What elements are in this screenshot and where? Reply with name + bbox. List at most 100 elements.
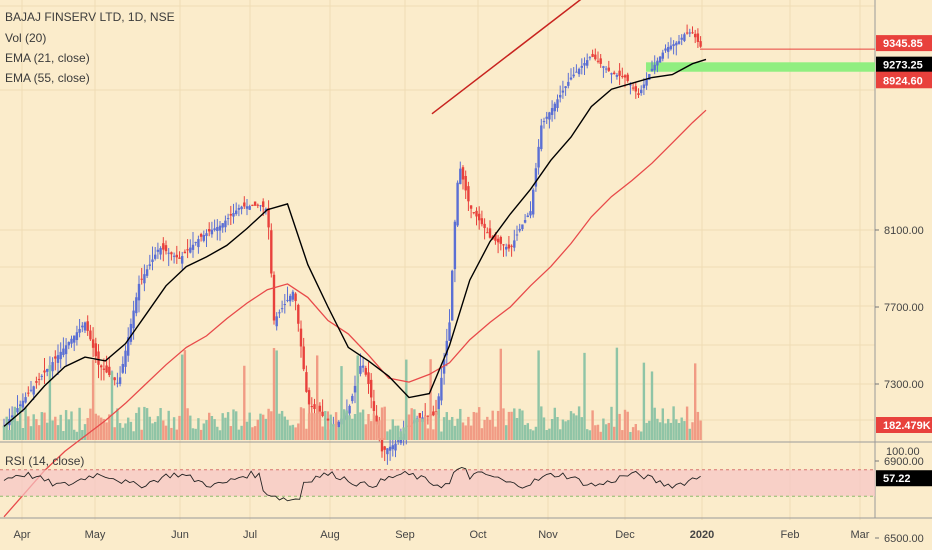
- volume-bar: [580, 417, 583, 440]
- volume-bar: [515, 418, 519, 440]
- volume-bar: [164, 425, 168, 440]
- volume-bar: [434, 411, 438, 440]
- candle-body: [199, 233, 203, 237]
- volume-bar: [313, 413, 316, 440]
- volume-bar: [270, 411, 273, 440]
- candle-body: [278, 312, 281, 314]
- volume-bar: [35, 419, 38, 440]
- volume-bar: [267, 408, 270, 440]
- candle-body: [550, 108, 554, 115]
- volume-bar: [294, 427, 297, 440]
- volume-bar: [16, 421, 19, 440]
- ema21-badge-bg: [876, 56, 932, 73]
- candle-body: [59, 351, 62, 360]
- candle-body: [488, 228, 492, 238]
- ema55-legend[interactable]: EMA (55, close): [5, 71, 90, 85]
- candle-body: [367, 372, 370, 384]
- candle-body: [440, 377, 443, 401]
- candle-body: [140, 278, 143, 280]
- rsi-band: [0, 469, 875, 497]
- volume-bar: [262, 414, 265, 440]
- volume-bar: [629, 431, 632, 440]
- ema55-line: [3, 109, 707, 518]
- candle-body: [159, 248, 162, 255]
- candle-body: [156, 249, 160, 252]
- candle-body: [391, 445, 394, 450]
- candle-body: [656, 60, 659, 66]
- volume-bar: [289, 425, 292, 440]
- volume-bar: [361, 409, 365, 440]
- price-tick-label: 6500.00: [884, 533, 924, 545]
- ema55-badge: 8924.60: [876, 72, 932, 89]
- candle-body: [426, 415, 430, 417]
- candle-body: [594, 54, 597, 60]
- candle-body: [513, 240, 516, 248]
- candle-body: [32, 386, 35, 395]
- volume-bar: [480, 428, 484, 440]
- volume-bar: [540, 406, 543, 440]
- volume-bar: [191, 428, 195, 440]
- candle-body: [650, 68, 654, 71]
- candle-body: [464, 175, 467, 191]
- volume-bar: [202, 423, 205, 440]
- volume-bar: [656, 418, 659, 440]
- candle-body: [688, 32, 691, 34]
- candle-body: [19, 404, 22, 407]
- volume-bar: [623, 409, 627, 440]
- candle-body: [337, 421, 340, 428]
- volume-bar: [667, 418, 670, 440]
- volume-bar: [640, 431, 643, 440]
- volume-bar: [232, 409, 235, 440]
- volume-bar: [507, 411, 511, 440]
- volume-legend[interactable]: Vol (20): [5, 31, 47, 45]
- volume-bar: [691, 422, 694, 440]
- volume-bar: [253, 426, 257, 440]
- candle-body: [272, 274, 276, 321]
- volume-bar: [664, 423, 667, 440]
- symbol-legend[interactable]: BAJAJ FINSERV LTD, 1D, NSE: [5, 10, 175, 24]
- candle-body: [418, 413, 421, 418]
- volume-bar: [367, 414, 370, 440]
- volume-bar: [405, 359, 408, 440]
- candle-body: [599, 58, 602, 64]
- candle-body: [89, 330, 92, 340]
- volume-bar: [73, 429, 76, 440]
- candle-body: [621, 75, 624, 77]
- volume-bar: [27, 416, 30, 440]
- volume-bar: [127, 417, 130, 440]
- candle-body: [81, 325, 84, 328]
- volume-bar: [548, 428, 551, 440]
- volume-bar: [353, 413, 357, 440]
- volume-bar: [486, 416, 489, 440]
- rising-trendline: [431, 0, 582, 115]
- volume-bar: [523, 424, 527, 440]
- candle-body: [226, 218, 230, 220]
- candle-body: [669, 45, 673, 50]
- ema21-legend[interactable]: EMA (21, close): [5, 51, 90, 65]
- candle-body: [83, 322, 87, 331]
- candle-body: [243, 202, 246, 207]
- volume-bar: [43, 412, 46, 440]
- volume-bar: [496, 410, 500, 440]
- volume-bar: [345, 410, 349, 440]
- volume-bar: [59, 414, 62, 440]
- volume-bar: [334, 412, 338, 440]
- candle-body: [658, 56, 662, 63]
- volume-bar: [97, 415, 100, 440]
- volume-bar: [329, 414, 332, 440]
- rsi-legend[interactable]: RSI (14, close): [5, 454, 85, 468]
- candle-body: [46, 368, 49, 372]
- volume-bar: [529, 429, 532, 440]
- candle-body: [583, 63, 586, 66]
- candle-body: [653, 64, 656, 71]
- volume-bar: [245, 421, 249, 440]
- candle-body: [618, 70, 621, 76]
- candle-body: [459, 168, 462, 185]
- volume-bar: [213, 419, 216, 440]
- volume-bar: [607, 422, 610, 440]
- candle-body: [232, 213, 235, 217]
- candle-body: [148, 264, 151, 266]
- volume-bar: [297, 423, 300, 440]
